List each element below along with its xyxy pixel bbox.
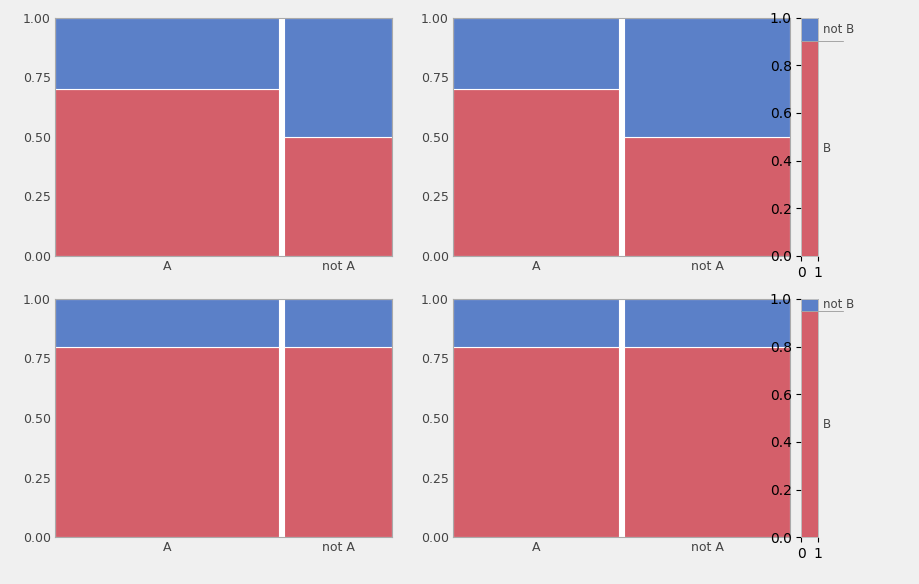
Bar xyxy=(624,137,790,256)
Bar xyxy=(55,89,278,256)
Bar xyxy=(284,137,392,256)
Bar xyxy=(284,346,392,537)
Bar xyxy=(453,18,619,89)
Bar xyxy=(801,299,818,311)
Bar xyxy=(453,89,619,256)
Bar xyxy=(624,299,790,346)
Bar xyxy=(284,299,392,346)
Text: B: B xyxy=(823,142,831,155)
Text: B: B xyxy=(823,418,831,430)
Bar xyxy=(624,346,790,537)
Bar xyxy=(453,346,619,537)
Bar xyxy=(284,18,392,137)
Bar xyxy=(55,299,278,346)
Bar xyxy=(453,299,619,346)
Bar xyxy=(55,18,278,89)
Text: not B: not B xyxy=(823,298,854,311)
Bar xyxy=(624,18,790,137)
Bar xyxy=(801,18,818,41)
Text: not B: not B xyxy=(823,23,854,36)
Bar xyxy=(55,346,278,537)
